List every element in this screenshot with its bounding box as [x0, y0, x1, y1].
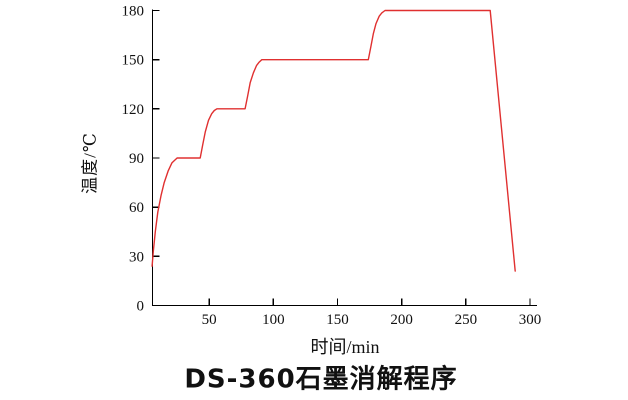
- x-axis-title: 时间/min: [310, 337, 380, 357]
- x-tick-label: 200: [390, 312, 413, 328]
- x-tick-label: 150: [326, 312, 349, 328]
- y-tick-label: 30: [129, 249, 144, 265]
- y-tick-label: 150: [122, 53, 145, 69]
- y-tick-label: 90: [129, 151, 144, 167]
- y-axis-title: 温度/℃: [80, 132, 100, 194]
- x-tick-label: 100: [262, 312, 285, 328]
- x-tick-label: 300: [519, 312, 542, 328]
- y-tick-label: 180: [122, 3, 145, 19]
- x-tick-label: 250: [455, 312, 478, 328]
- chart-title: DS-360石墨消解程序: [184, 364, 458, 395]
- y-tick-label: 120: [122, 102, 145, 118]
- temperature-line: [151, 9, 516, 272]
- y-tick-label: 60: [129, 200, 144, 216]
- y-tick-label: 0: [137, 299, 145, 315]
- x-tick-label: 50: [202, 312, 217, 328]
